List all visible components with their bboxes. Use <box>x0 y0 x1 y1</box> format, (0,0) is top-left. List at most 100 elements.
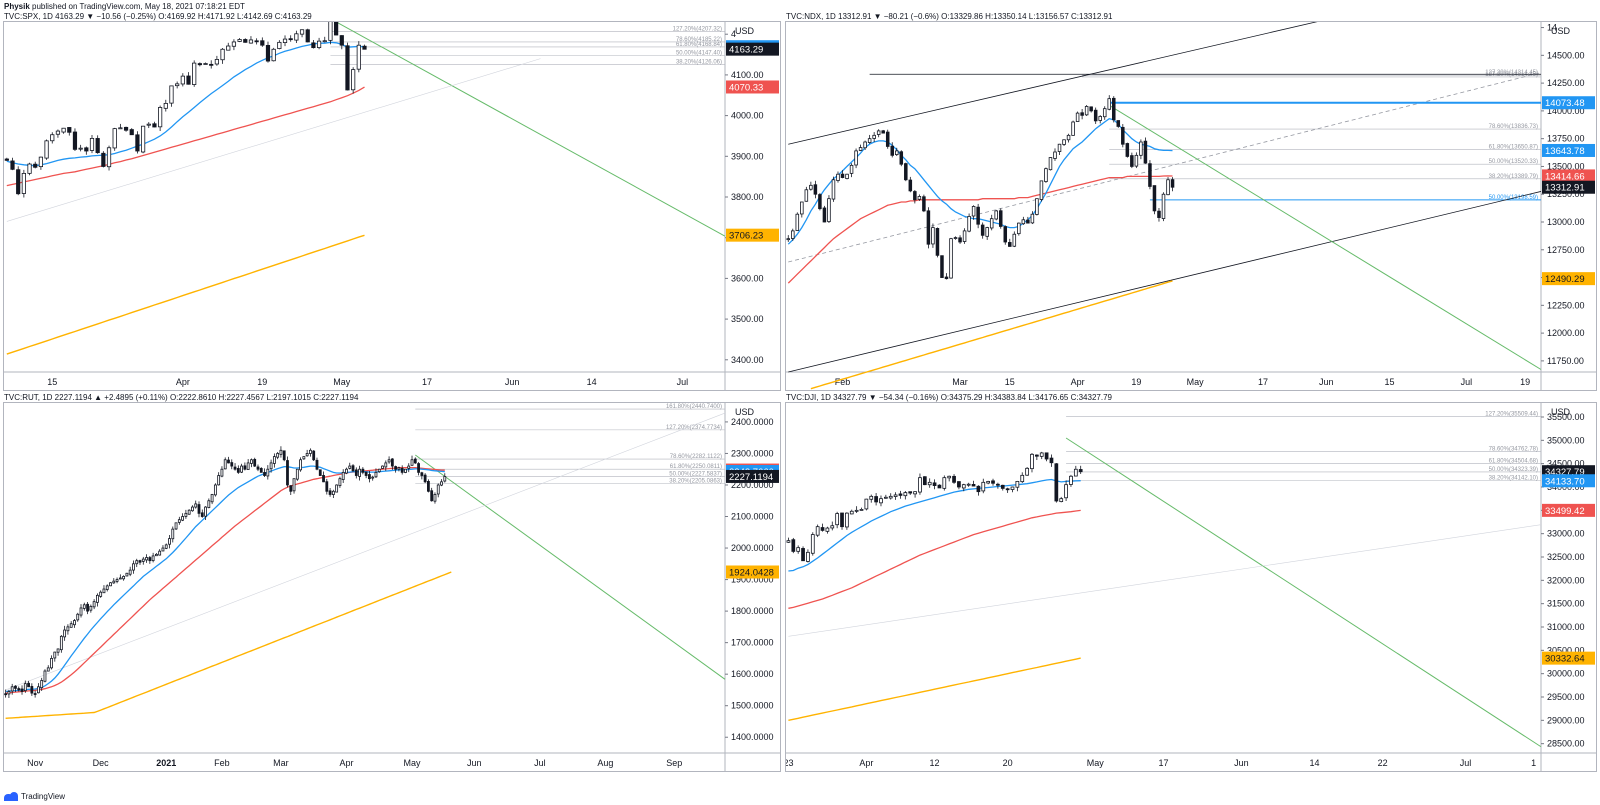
candle <box>989 214 994 231</box>
fib-level-label: 161.80%(2440.7400) <box>666 404 722 410</box>
candle <box>4 689 8 698</box>
y-tick-label: 12000.00 <box>1547 328 1585 338</box>
price-badge-label: 2227.1194 <box>729 472 773 483</box>
candle <box>1102 106 1107 120</box>
candle <box>92 599 96 610</box>
candle <box>818 193 822 211</box>
candle <box>1034 454 1039 461</box>
chart-svg: 14 14500.00 14250.00 14000.00 13750.00 13500.… <box>786 22 1596 390</box>
candle <box>128 566 132 577</box>
candle <box>806 549 810 563</box>
fib-level-label: 50.00%(4147.40) <box>676 51 722 57</box>
candle <box>809 181 813 191</box>
candle <box>840 170 845 179</box>
candle <box>175 81 180 89</box>
trend-line-green <box>335 22 726 237</box>
candle <box>1089 106 1093 113</box>
candle <box>890 142 894 158</box>
candle <box>338 476 342 488</box>
candle <box>1078 465 1083 474</box>
candle <box>125 572 129 577</box>
candle <box>33 690 37 698</box>
candle <box>30 683 34 696</box>
candle <box>820 523 825 532</box>
candle <box>341 469 345 483</box>
candle <box>440 479 443 487</box>
legend-low: 2197.1015 <box>273 393 314 402</box>
candle <box>46 665 50 672</box>
candle <box>106 145 112 171</box>
price-badge-label: 30332.64 <box>1545 654 1585 665</box>
candle <box>1107 95 1112 111</box>
candle <box>786 537 791 543</box>
x-tick-label: Jun <box>1234 758 1249 768</box>
candle <box>1166 177 1170 196</box>
candle <box>112 578 116 584</box>
x-tick-label: 12 <box>930 758 940 768</box>
x-tick-label: Jul <box>677 377 689 387</box>
candle <box>942 475 947 491</box>
y-tick-label: 35000.00 <box>1547 435 1585 445</box>
footer: TradingView <box>4 792 65 801</box>
candle <box>957 481 961 490</box>
legend-low-label: L: <box>266 393 274 402</box>
candle <box>940 255 944 278</box>
candle <box>322 36 327 43</box>
candle <box>918 473 922 495</box>
candle <box>276 451 280 460</box>
candle <box>230 459 234 470</box>
x-tick-label: Jul <box>534 758 546 768</box>
chart-panel-ndx[interactable]: 14 14500.00 14250.00 14000.00 13750.00 13500.… <box>785 21 1597 391</box>
candle <box>351 67 356 94</box>
candle <box>953 236 958 240</box>
x-tick-label: Sep <box>666 758 682 768</box>
y-tick-label: 32500.00 <box>1547 552 1585 562</box>
legend-high-label: H: <box>985 12 994 21</box>
candle <box>197 501 201 518</box>
price-badge: 13414.66 <box>1542 169 1595 183</box>
candle <box>791 228 795 241</box>
y-tick-label: 2200.0000 <box>731 480 774 490</box>
x-tick-label: Jul <box>1461 377 1473 387</box>
candle <box>874 493 878 506</box>
candle <box>1026 216 1030 224</box>
candle <box>361 467 365 475</box>
candle <box>883 494 888 499</box>
legend-rut: TVC:RUT, 1D 2227.1194 ▲ +2.4895 (+0.11%)… <box>4 393 358 402</box>
candle <box>962 228 967 244</box>
fib-level-label: 127.20%(14314.45) <box>1485 72 1538 78</box>
candle <box>96 593 99 607</box>
chart-panel-dji[interactable]: 35500.0035000.0034500.0034000.0033500.00… <box>785 402 1597 772</box>
chart-panel-spx[interactable]: 44100.004000.003900.003800.003700.003600… <box>3 21 781 391</box>
candle <box>72 128 78 151</box>
candle <box>53 651 57 662</box>
fib-level-label: 61.80%(13650.87) <box>1489 145 1538 151</box>
candle <box>55 129 61 138</box>
orange-moving-average <box>810 280 1173 390</box>
candle <box>1048 157 1053 171</box>
candle <box>786 235 791 242</box>
y-tick-label: 30500.00 <box>1547 645 1585 655</box>
footer-brand[interactable]: TradingView <box>21 792 66 801</box>
legend-price: 13312.91 <box>835 12 874 21</box>
y-tick-label: 2100.0000 <box>731 512 774 522</box>
candle <box>38 156 44 170</box>
candle <box>154 553 158 557</box>
candle <box>1044 452 1049 462</box>
author-name[interactable]: Physik <box>4 2 30 11</box>
chart-panel-rut[interactable]: 2400.0000 2300.0000 2200.0000 2100.0000 2000… <box>3 402 781 772</box>
price-badge: 33499.42 <box>1542 503 1595 517</box>
x-tick-label: Apr <box>1071 377 1085 387</box>
candle <box>334 22 339 36</box>
trend-line-faint <box>5 412 726 691</box>
red-moving-average <box>788 509 1081 609</box>
candle <box>243 462 247 471</box>
candle <box>186 72 191 85</box>
candle <box>967 213 971 233</box>
candle <box>944 273 949 280</box>
candle <box>815 524 820 538</box>
candle <box>194 500 198 509</box>
legend-close: 2227.1194 <box>321 393 359 402</box>
candle <box>840 512 844 530</box>
price-badge-label: 14073.48 <box>1545 98 1585 109</box>
